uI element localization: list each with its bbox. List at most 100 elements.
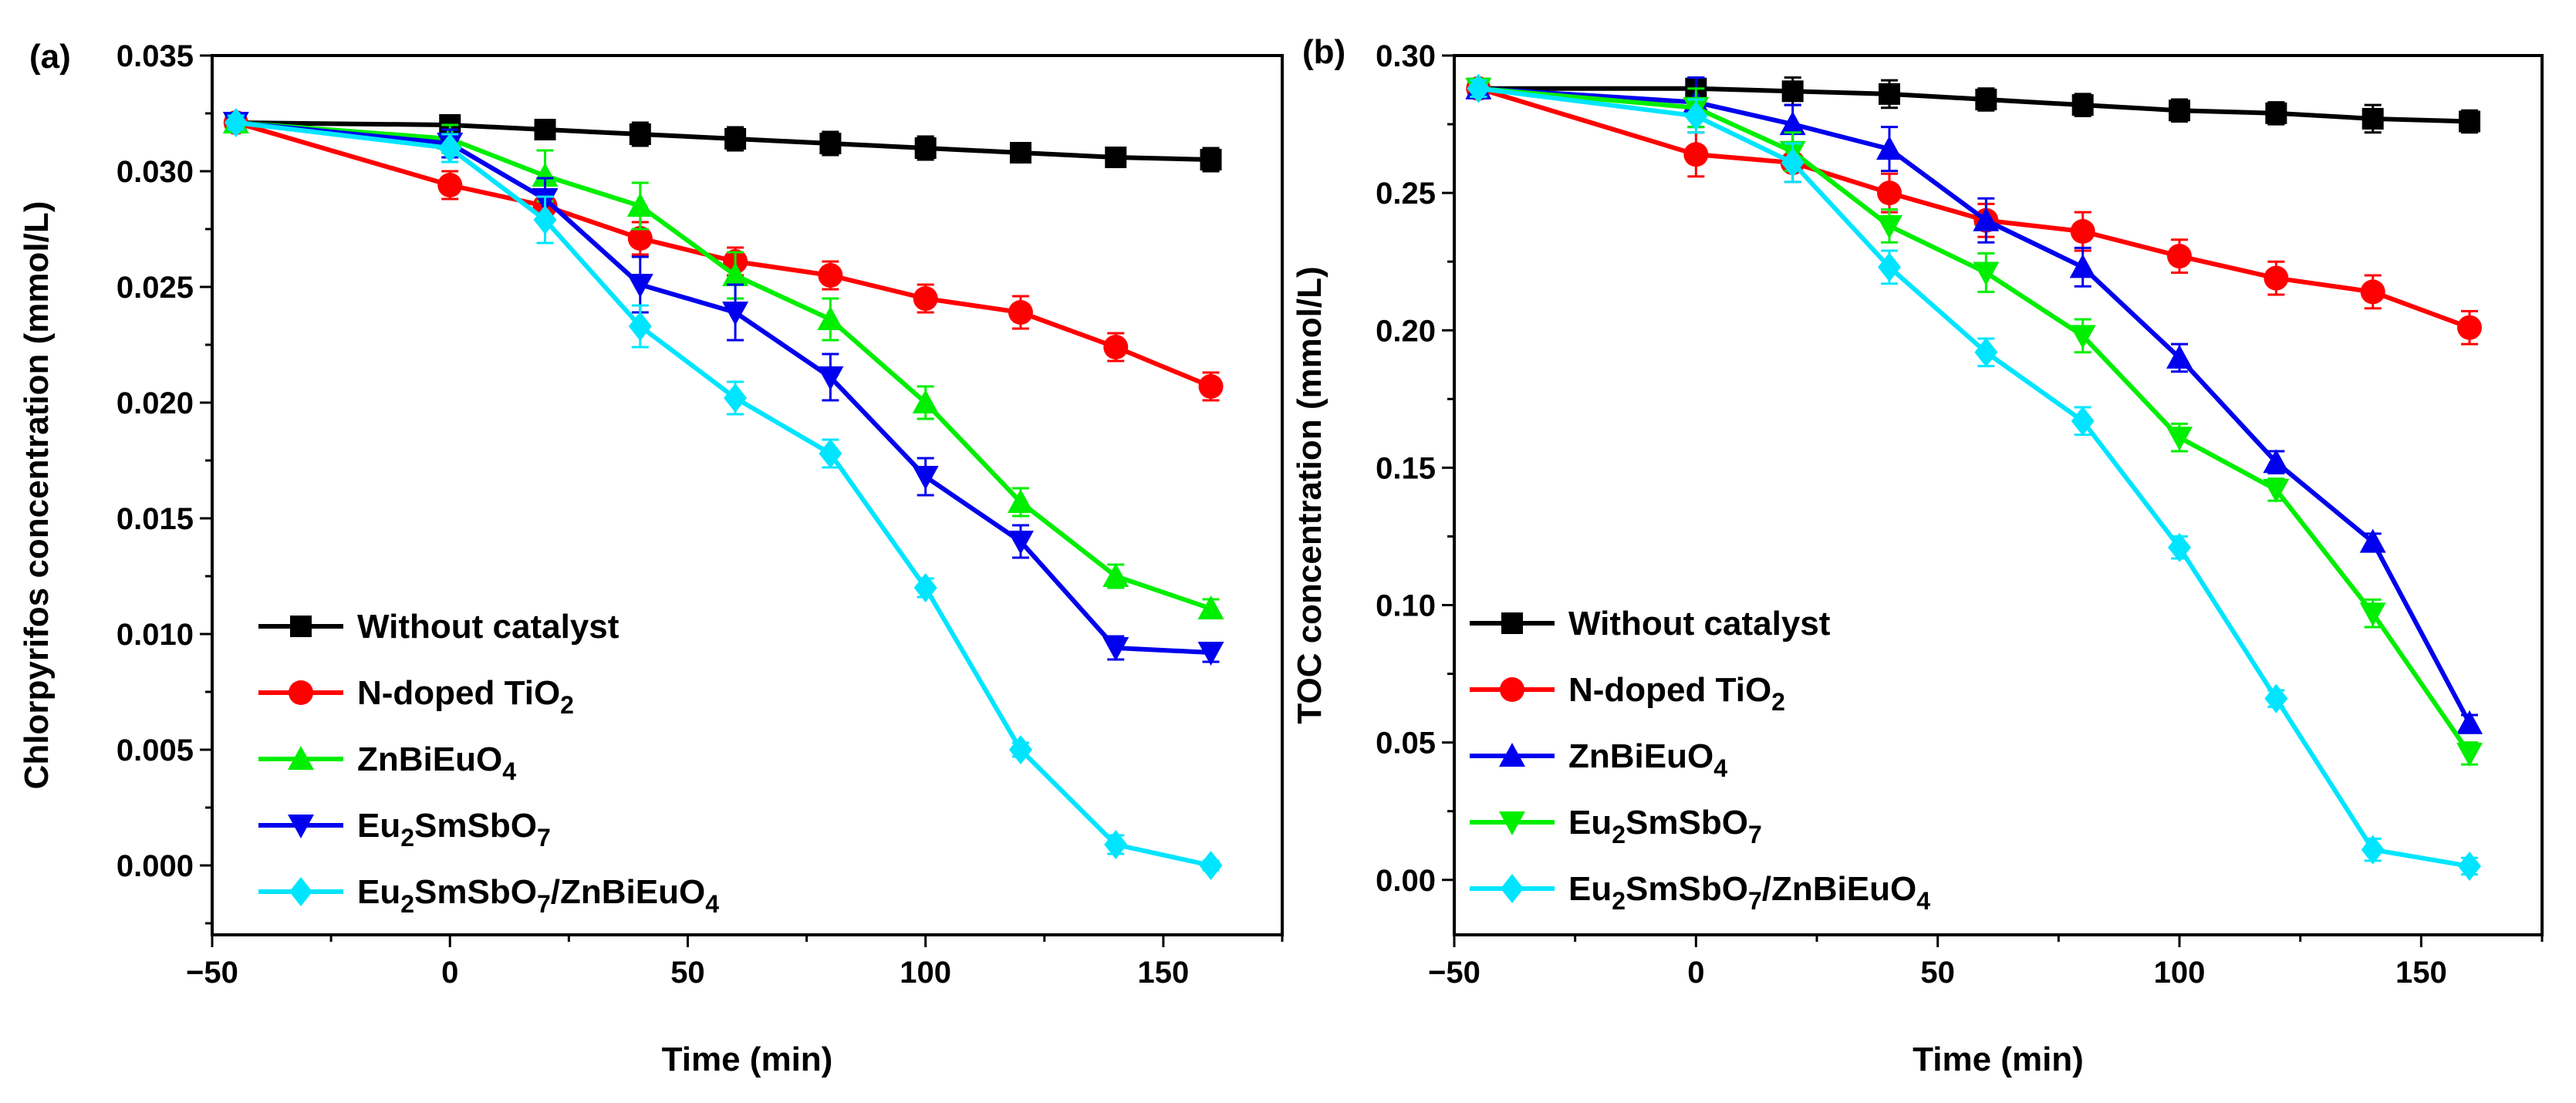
series-line-eu2smsbo7-znbieuo4 [1477,86,2470,869]
data-point [2166,427,2193,451]
data-point [1876,214,1902,239]
data-point [2263,478,2290,503]
legend-label-eu2smsbo7: Eu2SmSbO7 [357,807,551,852]
legend-label-text: Eu [1568,870,1612,908]
legend-marker [288,746,314,770]
legend-label-text: ZnBiEuO [1568,737,1713,775]
data-point [627,226,653,251]
y-tick-label: 0.30 [1376,39,1436,73]
data-point [437,173,463,197]
data-point [2169,100,2190,122]
legend-label-text: SmSbO [1626,804,1748,842]
legend-label-subscript: 2 [1612,821,1626,848]
data-point [1467,73,1491,103]
x-tick-label: −50 [186,956,238,990]
data-point [224,108,248,137]
data-point [1104,830,1128,859]
y-tick-label: 0.025 [116,271,194,305]
legend-label-subscript: 2 [1612,887,1626,915]
data-point [1199,851,1223,880]
data-point [912,466,939,490]
data-point [533,205,557,234]
legend-marker [1501,612,1523,634]
data-point [2167,244,2192,269]
data-point [1876,136,1902,160]
legend-label-text: Eu [357,807,400,845]
panel-a-chlorpyrifos-chart: (a) −50 0 50 100 150 0.000 0.005 0.010 0.015 0.020… [18,38,1284,1078]
series-line-n-doped-tio2 [235,120,1212,389]
data-point [2456,742,2483,767]
data-point [1200,149,1222,170]
y-tick-label: 0.20 [1376,314,1436,348]
y-axis-title-b: TOC concentration (mmol/L) [1291,266,1329,724]
legend-marker [1499,811,1525,835]
legend-label-eu2smsbo7-znbieuo4: Eu2SmSbO7/ZnBiEuO4 [1568,870,1930,915]
legend-label-eu2smsbo7: Eu2SmSbO7 [1568,804,1762,848]
data-point [2459,110,2480,133]
series-line-n-doped-tio2 [1477,86,2471,330]
series-without-catalyst [1467,76,2480,134]
data-point [2359,528,2386,553]
data-point [724,383,748,413]
plot-frame-a [211,54,1284,936]
x-tick-label: 100 [2154,956,2206,990]
data-point [2071,406,2095,436]
data-point [1779,111,1806,136]
data-point [724,128,747,150]
data-point [1009,142,1031,164]
data-point [438,133,462,163]
data-point [1974,337,1998,367]
legend-marker [290,616,312,637]
series-without-catalyst [225,112,1222,173]
data-point [2069,254,2096,278]
data-point [1007,489,1034,513]
data-point [534,119,556,140]
legend-label-text: SmSbO [414,873,537,911]
data-point [722,302,749,326]
legend-label-subscript: 4 [1916,887,1930,915]
x-tick-label: −50 [1428,956,1480,990]
legend-label-eu2smsbo7-znbieuo4: Eu2SmSbO7/ZnBiEuO4 [357,873,719,918]
data-point [1103,335,1129,359]
series-eu2smsbo7-znbieuo4 [224,108,1223,880]
data-point [2362,107,2384,130]
data-point [1197,642,1224,666]
legend-label-without-catalyst: Without catalyst [357,608,620,646]
data-point [1781,80,1804,103]
y-tick-label: 0.05 [1376,727,1436,761]
panel-label-a: (a) [29,38,71,76]
panel-b-toc-chart: (b) −50 0 50 100 150 0.00 0.05 0.10 0.15 0.20 0.25 0… [1291,33,2544,1078]
series-line-znbieuo4 [235,120,1212,611]
data-point [2263,449,2290,474]
data-point [1008,300,1033,325]
legend-marker [1500,677,1524,702]
y-tick-label: 0.000 [116,849,194,883]
legend-label-n-doped-tio2: N-doped TiO2 [357,674,574,719]
y-axis-title-a: Chlorpyrifos concentration (mmol/L) [18,201,56,790]
legend-marker [1499,743,1525,767]
legend-label-subscript: 7 [537,890,551,918]
data-point [2458,851,2481,881]
legend-label-subscript: 7 [1748,821,1762,848]
series-eu2smsbo7-znbieuo4 [1467,73,2481,881]
data-point [2264,265,2289,291]
legend-label-subscript: 7 [1748,887,1762,915]
series-n-doped-tio2 [1466,76,2482,346]
legend-label-text: Eu [1568,804,1612,842]
legend-label-subscript: 2 [400,824,414,852]
data-point [2070,219,2095,244]
data-point [1878,252,1901,282]
data-point [1197,595,1224,619]
legend-label-without-catalyst: Without catalyst [1568,605,1831,643]
data-point [913,286,938,311]
data-point [1877,180,1902,206]
legend-marker [289,680,313,705]
y-tick-label: 0.015 [116,502,194,536]
panel-label-b: (b) [1302,33,1345,71]
data-point [818,263,843,288]
series-znbieuo4 [222,110,1224,619]
series-line-znbieuo4 [1478,86,2472,725]
legend-label-subscript: 2 [1771,688,1785,716]
data-point [1007,531,1034,555]
